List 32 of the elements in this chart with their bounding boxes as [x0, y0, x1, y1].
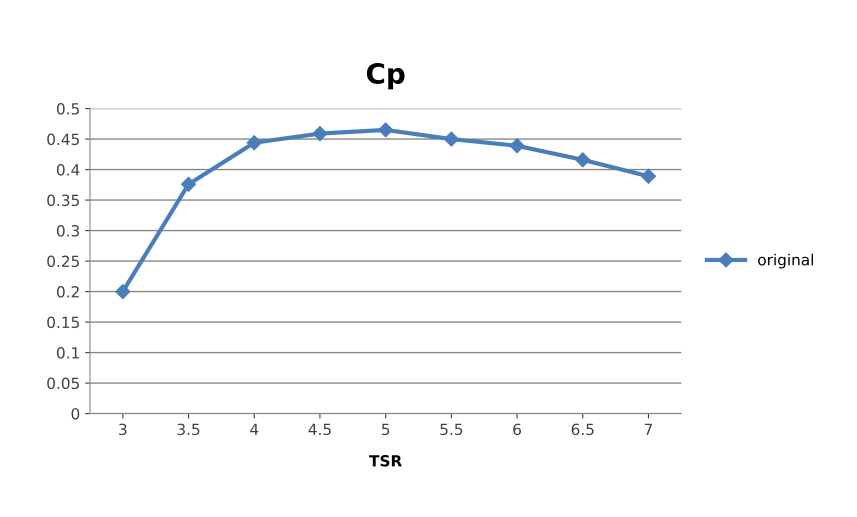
y-tick-label: 0.05 [47, 378, 79, 390]
y-tick-label: 0.25 [47, 256, 79, 268]
y-tick-label: 0.3 [56, 225, 80, 237]
x-tick-label: 4 [250, 424, 258, 435]
x-axis-title: TSR [369, 455, 402, 467]
y-tick-label: 0.5 [56, 103, 79, 115]
point [378, 122, 394, 138]
y-tick-label: 0.45 [47, 134, 79, 146]
y-tick-label: 0.2 [56, 286, 79, 298]
point [509, 138, 525, 154]
y-tick-label: 0.35 [47, 194, 79, 206]
y-tick-label: 0.15 [47, 316, 79, 328]
point [575, 152, 590, 168]
legend-label: original [758, 254, 813, 268]
point [444, 132, 459, 147]
x-tick-label: 7 [644, 424, 652, 435]
x-tick-label: 6 [513, 424, 521, 436]
y-tick-label: 0.4 [56, 164, 80, 176]
y-tick-label: 0.1 [56, 347, 79, 359]
x-tick-label: 5 [382, 424, 390, 436]
y-tick-label: 0 [72, 408, 80, 420]
chart-title: Cp [366, 62, 405, 90]
x-tick-label: 5.5 [440, 424, 462, 436]
point [115, 284, 130, 300]
point [246, 135, 262, 150]
x-tick-label: 6.5 [572, 424, 594, 436]
point [180, 176, 196, 192]
x-tick-label: 3.5 [178, 424, 200, 436]
x-tick-label: 3 [119, 424, 126, 436]
point [312, 126, 328, 142]
x-tick-label: 4.5 [308, 424, 331, 436]
point [640, 168, 656, 184]
